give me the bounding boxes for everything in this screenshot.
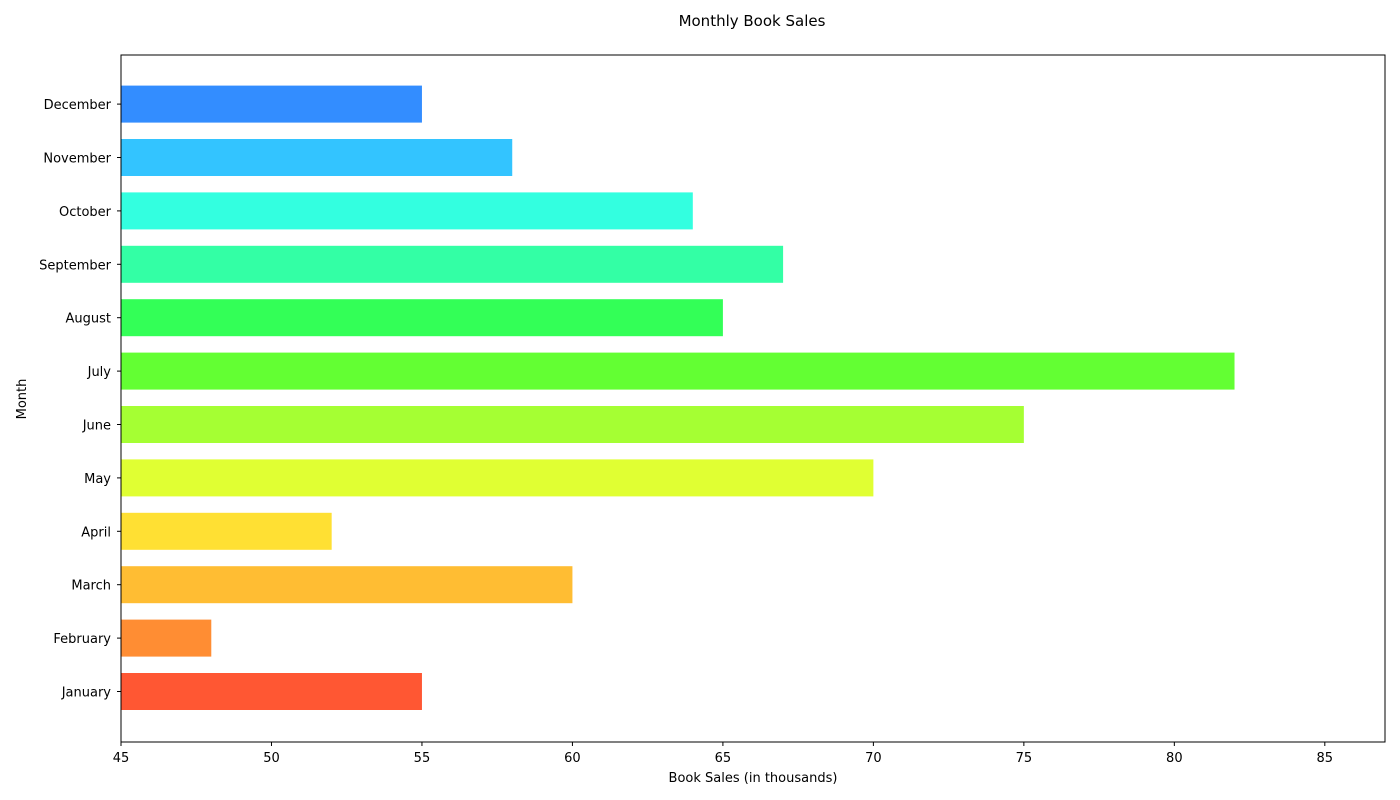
y-tick-label: February [53,632,111,647]
y-tick-label: April [81,525,111,540]
y-tick-label: March [71,579,111,594]
y-tick-label: September [39,258,112,273]
bars-layer [121,85,1235,710]
bar-november [121,139,513,176]
x-tick-label: 50 [263,751,280,766]
bar-october [121,192,693,230]
x-tick-label: 60 [564,751,581,766]
x-tick-label: 75 [1016,751,1033,766]
bar-january [121,673,422,710]
bar-june [121,406,1024,443]
y-tick-label: November [43,152,111,167]
bar-april [121,512,332,550]
x-tick-label: 80 [1166,751,1183,766]
y-tick-label: October [59,205,112,220]
chart-title: Monthly Book Sales [679,12,826,30]
x-tick-label: 45 [113,751,130,766]
bar-december [121,85,422,123]
bar-august [121,299,723,337]
plot-frame [120,54,1386,743]
y-tick-label: August [66,312,112,327]
x-tick-label: 70 [865,751,882,766]
y-tick-label: July [87,365,112,380]
y-tick-label: January [61,686,112,701]
x-axis-label: Book Sales (in thousands) [669,771,838,786]
bar-march [121,566,573,604]
x-tick-label: 85 [1317,751,1334,766]
bar-february [121,619,212,657]
x-tick-label: 55 [414,751,431,766]
y-axis-label: Month [15,379,30,420]
y-tick-label: May [84,472,111,487]
bar-july [121,352,1235,390]
x-tick-label: 65 [715,751,732,766]
bar-september [121,245,784,283]
y-tick-label: June [82,419,111,434]
ticks-layer: January February March April May June July Augu… [39,98,1333,766]
y-tick-label: December [44,98,112,113]
bar-may [121,459,874,497]
